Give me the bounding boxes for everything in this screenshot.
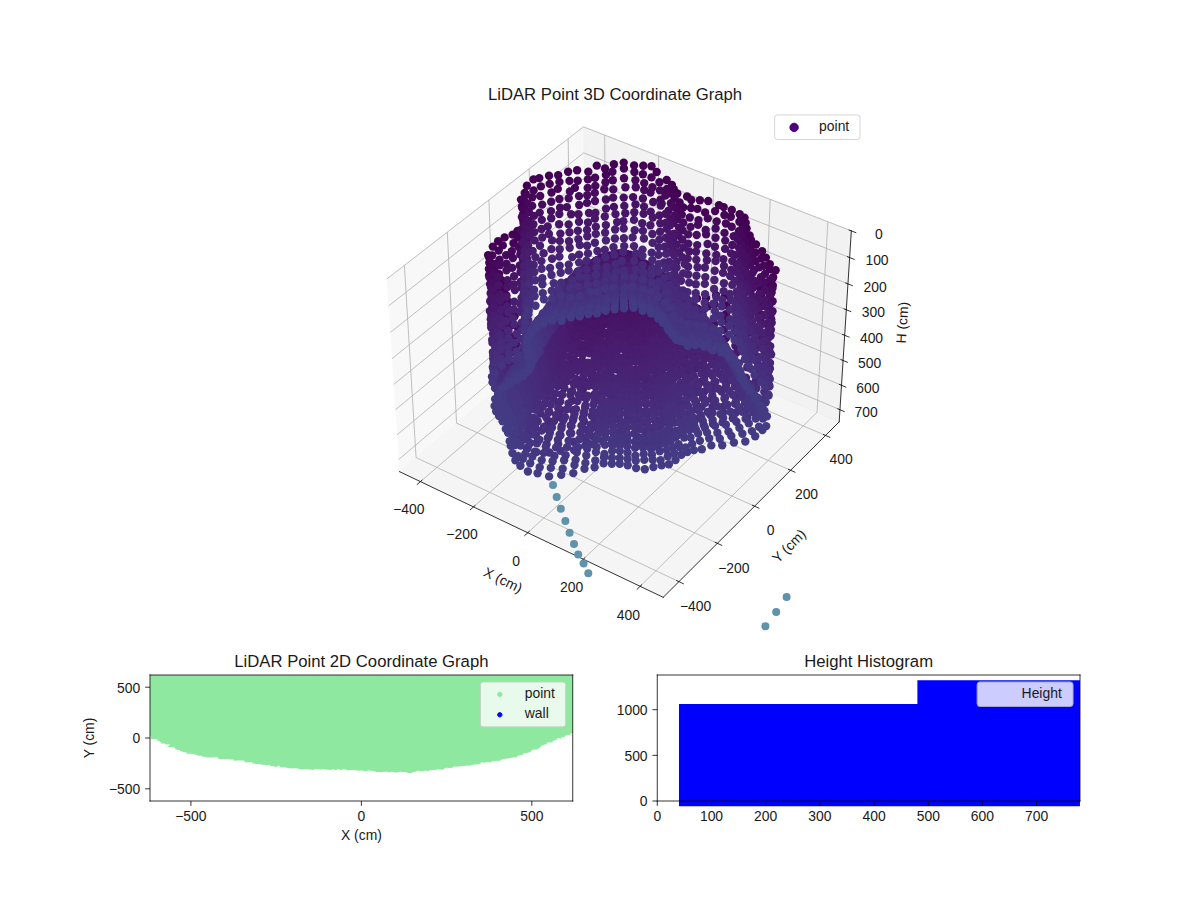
svg-text:1000: 1000 — [617, 702, 648, 718]
svg-text:0: 0 — [640, 793, 648, 809]
svg-text:500: 500 — [624, 748, 647, 764]
svg-text:400: 400 — [863, 808, 886, 824]
svg-text:0: 0 — [653, 808, 661, 824]
svg-text:300: 300 — [808, 808, 831, 824]
svg-text:700: 700 — [1025, 808, 1048, 824]
svg-text:Height Histogram: Height Histogram — [804, 652, 933, 671]
svg-text:100: 100 — [700, 808, 723, 824]
svg-text:200: 200 — [754, 808, 777, 824]
svg-text:Height: Height — [1022, 685, 1062, 701]
svg-text:600: 600 — [971, 808, 994, 824]
svg-text:500: 500 — [917, 808, 940, 824]
